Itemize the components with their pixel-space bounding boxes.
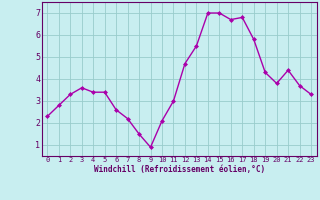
X-axis label: Windchill (Refroidissement éolien,°C): Windchill (Refroidissement éolien,°C) — [94, 165, 265, 174]
